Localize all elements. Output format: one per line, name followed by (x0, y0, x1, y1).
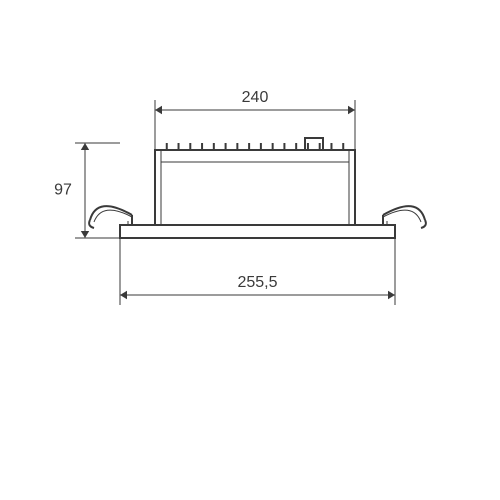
dim-bottom-width: 255,5 (237, 274, 277, 291)
dim-top-width: 240 (242, 89, 269, 106)
dim-height: 97 (54, 182, 72, 199)
downlight-cross-section (89, 138, 426, 238)
